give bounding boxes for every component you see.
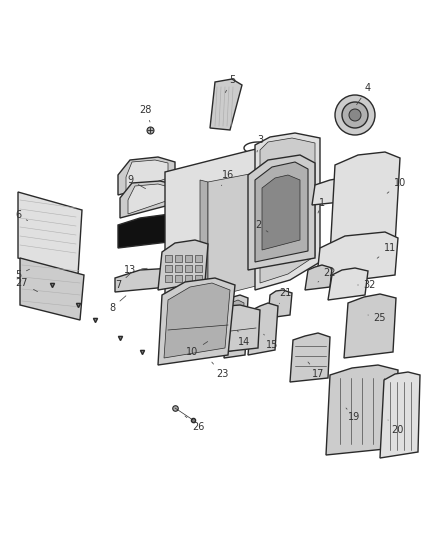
Polygon shape <box>208 172 260 298</box>
Polygon shape <box>115 267 210 292</box>
Text: 3: 3 <box>257 135 263 152</box>
Text: 22: 22 <box>318 268 336 282</box>
Polygon shape <box>326 365 398 455</box>
Text: 17: 17 <box>308 362 324 379</box>
Circle shape <box>360 224 376 240</box>
Polygon shape <box>330 152 400 255</box>
Circle shape <box>335 95 375 135</box>
Polygon shape <box>158 278 235 365</box>
Polygon shape <box>200 180 208 298</box>
Text: 16: 16 <box>222 170 234 185</box>
Polygon shape <box>305 265 332 290</box>
Circle shape <box>362 320 378 336</box>
Circle shape <box>360 202 376 218</box>
Text: 4: 4 <box>357 83 371 104</box>
Polygon shape <box>165 275 172 282</box>
Text: 10: 10 <box>387 178 406 193</box>
Polygon shape <box>118 214 188 248</box>
Circle shape <box>360 177 376 193</box>
Polygon shape <box>168 305 260 358</box>
Text: 25: 25 <box>368 313 386 323</box>
Polygon shape <box>210 79 242 130</box>
Polygon shape <box>248 303 278 355</box>
Text: 6: 6 <box>15 210 28 221</box>
Polygon shape <box>328 268 368 300</box>
Polygon shape <box>248 155 315 270</box>
Circle shape <box>364 206 372 214</box>
Text: 9: 9 <box>127 175 145 189</box>
Polygon shape <box>126 160 168 192</box>
Text: 20: 20 <box>388 420 403 435</box>
Polygon shape <box>312 177 362 205</box>
Polygon shape <box>255 162 308 262</box>
Text: 26: 26 <box>185 416 204 432</box>
Polygon shape <box>262 175 300 250</box>
Polygon shape <box>260 138 315 283</box>
Text: 21: 21 <box>279 288 291 304</box>
Text: 14: 14 <box>237 330 250 347</box>
Text: 27: 27 <box>16 278 38 292</box>
Polygon shape <box>118 157 175 195</box>
Polygon shape <box>185 265 192 272</box>
Text: 11: 11 <box>377 243 396 259</box>
Circle shape <box>364 228 372 236</box>
Polygon shape <box>175 265 182 272</box>
Polygon shape <box>255 133 320 290</box>
Polygon shape <box>128 184 169 214</box>
Circle shape <box>342 102 368 128</box>
Polygon shape <box>175 255 182 262</box>
Text: 5: 5 <box>225 75 235 93</box>
Polygon shape <box>195 275 202 282</box>
Polygon shape <box>185 275 192 282</box>
Polygon shape <box>195 265 202 272</box>
Text: 7: 7 <box>115 274 130 290</box>
Text: 28: 28 <box>139 105 151 122</box>
Ellipse shape <box>329 249 385 274</box>
Text: 8: 8 <box>109 296 126 313</box>
Text: 32: 32 <box>358 280 376 290</box>
Polygon shape <box>268 290 292 318</box>
Polygon shape <box>175 275 182 282</box>
Polygon shape <box>20 258 84 320</box>
Polygon shape <box>224 295 248 358</box>
Polygon shape <box>18 192 82 275</box>
Text: 19: 19 <box>346 408 360 422</box>
Polygon shape <box>316 232 398 285</box>
Polygon shape <box>226 300 244 352</box>
Polygon shape <box>185 255 192 262</box>
Polygon shape <box>120 181 177 218</box>
Polygon shape <box>165 145 310 305</box>
Text: 10: 10 <box>186 342 208 357</box>
Text: 13: 13 <box>124 265 147 275</box>
Polygon shape <box>290 333 330 382</box>
Polygon shape <box>195 255 202 262</box>
Polygon shape <box>164 283 230 358</box>
Polygon shape <box>344 294 396 358</box>
Polygon shape <box>165 265 172 272</box>
Polygon shape <box>380 372 420 458</box>
Ellipse shape <box>337 254 377 270</box>
Text: 1: 1 <box>318 198 325 213</box>
Circle shape <box>364 181 372 189</box>
Polygon shape <box>210 163 248 202</box>
Text: 5: 5 <box>15 269 29 280</box>
Text: 2: 2 <box>255 220 268 232</box>
Text: 15: 15 <box>264 334 278 350</box>
Polygon shape <box>158 240 208 290</box>
Circle shape <box>349 109 361 121</box>
Circle shape <box>356 314 384 342</box>
Text: 23: 23 <box>212 362 228 379</box>
Polygon shape <box>165 255 172 262</box>
